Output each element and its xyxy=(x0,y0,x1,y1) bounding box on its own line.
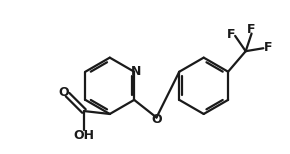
Text: F: F xyxy=(264,41,272,54)
Text: F: F xyxy=(227,28,235,41)
Text: OH: OH xyxy=(73,129,95,142)
Text: O: O xyxy=(58,86,69,99)
Text: F: F xyxy=(247,23,256,36)
Text: O: O xyxy=(152,113,162,126)
Text: N: N xyxy=(131,65,142,78)
